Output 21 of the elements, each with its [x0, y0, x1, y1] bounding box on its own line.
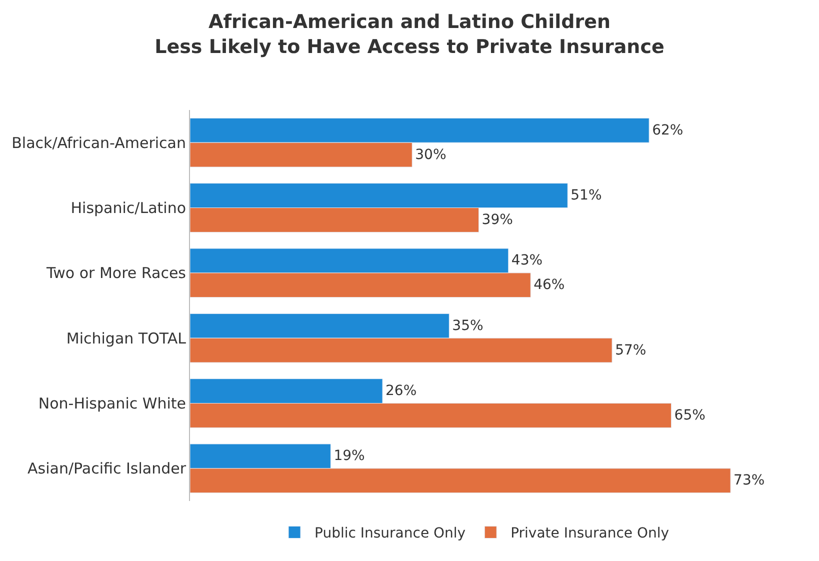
data-label: 19% [334, 448, 365, 464]
data-label: 46% [534, 277, 565, 294]
data-label: 57% [615, 342, 646, 358]
legend-label: Private Insurance Only [510, 526, 670, 542]
y-tick-label: Michigan TOTAL [66, 329, 187, 348]
y-tick-label: Non-Hispanic White [38, 394, 186, 412]
data-label: 26% [386, 383, 417, 400]
y-tick-label: Asian/Pacific Islander [28, 460, 187, 478]
data-label: 35% [452, 318, 484, 334]
y-tick-label: Hispanic/Latino [70, 199, 186, 217]
data-label: 30% [415, 146, 446, 163]
y-tick-label: Black/African-American [12, 134, 186, 152]
data-label: 73% [734, 472, 765, 489]
data-label: 51% [570, 188, 602, 204]
chart-title: African-American and Latino Children Less Likely to Have Access to Private Insurance [154, 11, 664, 58]
y-tick-label: Two or More Races [45, 264, 186, 282]
data-label: 39% [482, 212, 513, 228]
data-label: 62% [652, 122, 684, 138]
data-label: 43% [511, 252, 543, 269]
data-label: 65% [674, 407, 706, 424]
legend-label: Public Insurance Only [314, 526, 466, 542]
